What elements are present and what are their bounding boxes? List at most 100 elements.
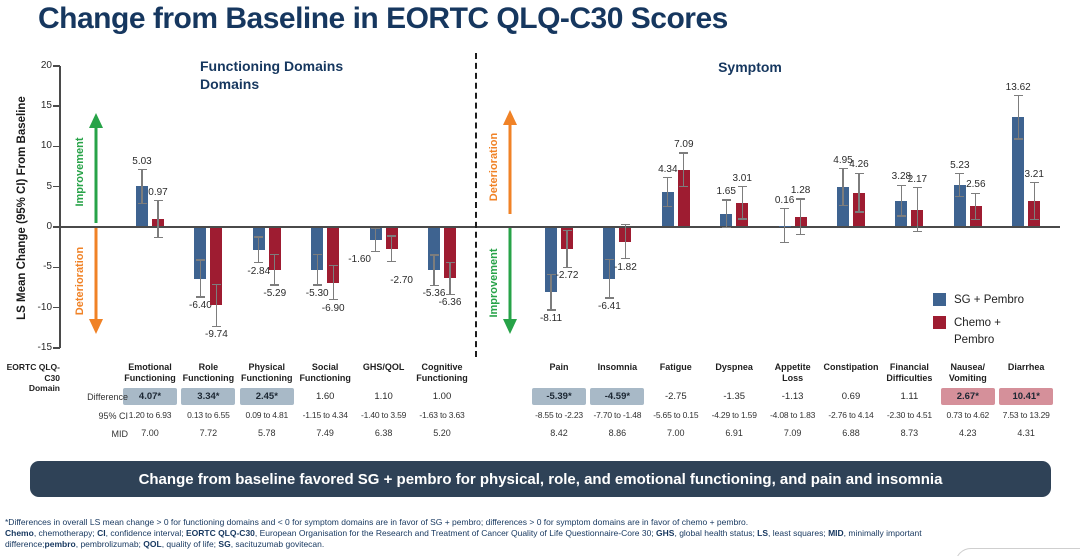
symptom-section-label: Symptom <box>718 59 782 75</box>
bar-sg-constipation <box>837 187 849 226</box>
error-bar-chemo-ghs-qol <box>390 235 393 262</box>
value-label-sg-insomnia: -6.41 <box>597 300 621 312</box>
error-bar-sg-nausea-vomiting <box>959 173 961 197</box>
mid-diarrhea: 4.31 <box>1017 428 1035 438</box>
table-header-line: Difficulties <box>886 372 933 383</box>
error-cap-bottom-sg-pain <box>546 309 556 311</box>
value-label-sg-diarrhea: 13.62 <box>1005 81 1031 93</box>
error-cap-bottom-chemo-physical-functioning <box>270 284 280 286</box>
value-label-sg-dyspnea: 1.65 <box>716 186 736 197</box>
y-tick <box>53 347 60 349</box>
value-label-chemo-diarrhea: 3.21 <box>1024 168 1044 180</box>
table-header-line: Emotional <box>128 362 172 372</box>
table-header-line: Role <box>198 362 219 372</box>
footnote-line-2: Chemo, chemotherapy; CI, confidence inte… <box>5 528 922 538</box>
deterioration-up-arrow-icon <box>503 110 517 214</box>
table-header-ghs-qol: GHS/QOL <box>355 362 413 373</box>
value-label-chemo-insomnia: -1.82 <box>613 261 637 273</box>
value-label-chemo-constipation: 4.26 <box>849 159 869 171</box>
ci-cognitive-functioning: -1.63 to 3.63 <box>419 410 465 420</box>
error-bar-sg-insomnia <box>608 259 611 298</box>
difference-social-functioning: 1.60 <box>315 391 335 402</box>
y-tick-label: -10 <box>37 301 52 313</box>
table-header-line: Constipation <box>823 362 879 372</box>
error-bar-sg-financial-difficulties <box>900 185 903 216</box>
legend-label: Chemo + Pembro <box>954 315 1001 349</box>
value-label-sg-role-functioning: -6.40 <box>188 300 212 312</box>
ci-ghs-qol: -1.40 to 3.59 <box>361 410 407 420</box>
error-bar-sg-role-functioning <box>199 260 202 298</box>
error-cap-bottom-chemo-role-functioning <box>211 325 221 328</box>
error-cap-top-sg-ghs-qol <box>371 228 381 230</box>
error-bar-chemo-constipation <box>858 173 860 212</box>
error-cap-bottom-chemo-financial-difficulties <box>912 230 922 232</box>
error-bar-sg-emotional-functioning <box>141 169 143 204</box>
bar-sg-cognitive-functioning <box>428 228 440 271</box>
value-label-sg-fatigue: 4.34 <box>658 163 678 175</box>
row-label-difference: Difference <box>87 392 128 402</box>
bar-chemo-social-functioning <box>327 228 340 283</box>
table-header-constipation: Constipation <box>822 362 880 373</box>
value-label-sg-financial-difficulties: 3.28 <box>891 171 912 183</box>
error-bar-sg-social-functioning <box>316 254 318 285</box>
error-cap-top-chemo-diarrhea <box>1029 182 1039 184</box>
error-bar-sg-ghs-qol <box>374 228 377 252</box>
table-header-line: Functioning <box>416 372 468 383</box>
error-cap-bottom-sg-nausea-vomiting <box>955 195 965 197</box>
error-bar-chemo-dyspnea <box>741 186 743 219</box>
error-cap-bottom-sg-diarrhea <box>1013 138 1023 140</box>
footnotes: *Differences in overall LS mean change >… <box>5 517 1077 550</box>
ci-appetite-loss: -4.08 to 1.83 <box>770 410 816 420</box>
error-cap-bottom-chemo-emotional-functioning <box>153 237 163 239</box>
y-axis-line <box>59 66 61 348</box>
table-header-role-functioning: Role Functioning <box>179 362 237 383</box>
mid-physical-functioning: 5.78 <box>258 428 276 438</box>
value-label-chemo-financial-difficulties: 2.17 <box>907 173 928 185</box>
error-cap-top-chemo-constipation <box>854 172 864 175</box>
mid-constipation: 6.88 <box>842 428 860 438</box>
mid-cognitive-functioning: 5.20 <box>433 428 451 438</box>
table-header-diarrhea: Diarrhea <box>997 362 1055 373</box>
error-cap-bottom-sg-emotional-functioning <box>137 202 147 205</box>
error-cap-top-sg-role-functioning <box>195 259 205 261</box>
table-header-emotional-functioning: Emotional Functioning <box>121 362 179 383</box>
table-header-nausea-vomiting: Nausea/Vomiting <box>939 362 997 383</box>
legend-label: SG + Pembro <box>954 294 1024 306</box>
table-header-dyspnea: Dyspnea <box>705 362 763 373</box>
table-header-financial-difficulties: Financial Difficulties <box>880 362 938 383</box>
table-header-insomnia: Insomnia <box>588 362 646 373</box>
table-header-line: Cognitive <box>421 362 463 372</box>
y-tick-label: -15 <box>37 341 52 353</box>
ci-physical-functioning: 0.09 to 4.81 <box>245 410 289 420</box>
banner-text: Change from baseline favored SG + pembro… <box>138 470 943 488</box>
bar-chemo-fatigue <box>677 169 690 226</box>
error-cap-bottom-chemo-cognitive-functioning <box>445 293 455 296</box>
table-header-line: Fatigue <box>659 362 692 372</box>
value-label-sg-appetite-loss: 0.16 <box>774 194 795 206</box>
value-label-chemo-nausea-vomiting: 2.56 <box>966 179 986 191</box>
error-cap-bottom-chemo-dyspnea <box>737 218 747 220</box>
error-cap-top-sg-appetite-loss <box>780 208 790 210</box>
error-cap-bottom-sg-dyspnea <box>721 226 731 229</box>
error-cap-top-chemo-dyspnea <box>737 186 747 188</box>
difference-diarrhea: 10.41* <box>999 388 1054 405</box>
error-cap-top-sg-dyspnea <box>721 199 731 201</box>
mid-financial-difficulties: 8.73 <box>900 428 919 438</box>
error-cap-bottom-sg-social-functioning <box>312 284 322 286</box>
value-label-chemo-physical-functioning: -5.29 <box>263 287 287 299</box>
y-tick-label: 20 <box>40 59 52 71</box>
table-corner-line2: Domain <box>28 383 60 393</box>
error-cap-top-sg-fatigue <box>663 176 673 179</box>
mid-appetite-loss: 7.09 <box>783 428 802 438</box>
table-header-line: Financial <box>889 362 929 372</box>
error-cap-bottom-chemo-fatigue <box>679 186 689 188</box>
table-header-line: Functioning <box>241 372 293 383</box>
table-header-line: Social <box>311 362 339 372</box>
legend-label-line1: Chemo + <box>954 317 1001 329</box>
bar-sg-fatigue <box>661 192 674 226</box>
page-title: Change from Baseline in EORTC QLQ-C30 Sc… <box>38 2 728 35</box>
error-bar-chemo-emotional-functioning <box>157 200 159 238</box>
legend-item-sg-pembro: SG + Pembro <box>933 292 1024 309</box>
